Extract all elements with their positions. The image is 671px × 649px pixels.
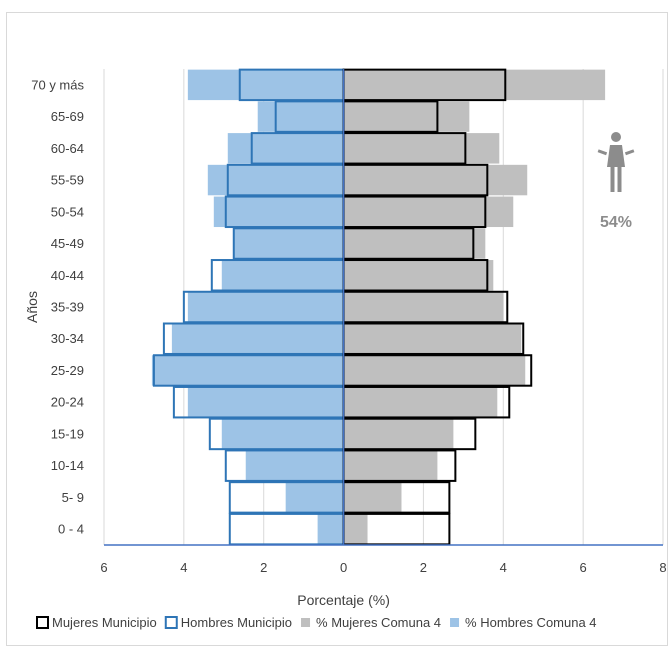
- bar-pct-hombres-comuna-4-14: [187, 69, 344, 101]
- x-axis-title: Porcentaje (%): [297, 592, 390, 608]
- bar-pct-mujeres-comuna-4-4: [343, 386, 498, 418]
- y-tick-label: 10-14: [51, 458, 84, 473]
- bar-pct-mujeres-comuna-4-14: [343, 69, 606, 101]
- x-tick-label: 8: [659, 560, 666, 575]
- legend-swatch-mujeres-municipio: [36, 616, 49, 629]
- bar-pct-hombres-comuna-4-2: [245, 450, 344, 481]
- bar-pct-hombres-comuna-4-12: [227, 133, 344, 164]
- bar-pct-hombres-comuna-4-0: [317, 513, 344, 545]
- bars: [151, 68, 606, 546]
- y-tick-label: 60-64: [51, 141, 84, 156]
- y-tick-label: 35-39: [51, 300, 84, 315]
- x-tick-labels: 6 4 2 0 2 4 6 8: [100, 560, 666, 575]
- x-tick-label: 6: [100, 560, 107, 575]
- legend: Mujeres Municipio Hombres Municipio % Muje…: [36, 615, 597, 630]
- bar-pct-mujeres-comuna-4-9: [343, 228, 486, 259]
- y-tick-label: 30-34: [51, 331, 84, 346]
- y-tick-label: 15-19: [51, 426, 84, 441]
- women-percentage: 54%: [600, 214, 632, 231]
- legend-label-pct-hombres-comuna-4: % Hombres Comuna 4: [465, 615, 597, 630]
- x-tick-label: 6: [580, 560, 587, 575]
- x-tick-label: 0: [340, 560, 347, 575]
- x-tick-label: 2: [260, 560, 267, 575]
- bar-pct-mujeres-comuna-4-12: [343, 133, 500, 164]
- legend-label-hombres-municipio: Hombres Municipio: [181, 615, 292, 630]
- bar-pct-hombres-comuna-4-4: [187, 386, 344, 418]
- bar-pct-mujeres-comuna-4-0: [343, 513, 368, 545]
- bar-pct-hombres-comuna-4-11: [207, 164, 344, 196]
- legend-label-mujeres-municipio: Mujeres Municipio: [52, 615, 157, 630]
- bar-pct-hombres-comuna-4-5: [151, 355, 344, 386]
- y-tick-label: 0 - 4: [58, 522, 84, 537]
- y-tick-label: 25-29: [51, 363, 84, 378]
- y-tick-label: 55-59: [51, 173, 84, 188]
- legend-swatch-pct-mujeres-comuna-4: [301, 618, 311, 627]
- bar-pct-mujeres-comuna-4-1: [343, 482, 402, 513]
- y-tick-label: 45-49: [51, 236, 84, 251]
- bar-pct-hombres-comuna-4-3: [221, 418, 344, 450]
- y-axis-title: Años: [24, 291, 40, 323]
- x-tick-label: 4: [500, 560, 507, 575]
- bar-pct-hombres-comuna-4-7: [187, 291, 344, 323]
- y-tick-labels: 0 - 4 5- 9 10-14 15-19 20-24 25-29 30-34 35-39 4…: [31, 77, 84, 536]
- bar-pct-hombres-comuna-4-1: [285, 482, 344, 513]
- legend-label-pct-mujeres-comuna-4: % Mujeres Comuna 4: [316, 615, 441, 630]
- bar-pct-mujeres-comuna-4-7: [343, 291, 504, 323]
- bar-pct-mujeres-comuna-4-11: [343, 164, 528, 196]
- bar-pct-hombres-comuna-4-10: [213, 196, 344, 228]
- bar-pct-mujeres-comuna-4-5: [343, 355, 526, 386]
- legend-swatch-pct-hombres-comuna-4: [450, 618, 460, 627]
- bar-pct-mujeres-comuna-4-3: [343, 418, 454, 450]
- bar-pct-hombres-comuna-4-13: [257, 101, 344, 132]
- bar-pct-hombres-comuna-4-8: [221, 260, 344, 291]
- y-tick-label: 5- 9: [62, 490, 84, 505]
- legend-swatch-hombres-municipio: [164, 616, 178, 629]
- woman-icon: [597, 132, 635, 192]
- y-tick-label: 20-24: [51, 395, 84, 410]
- bar-pct-hombres-comuna-4-9: [233, 228, 344, 259]
- bar-pct-hombres-comuna-4-6: [171, 323, 344, 354]
- y-tick-label: 70 y más: [31, 77, 84, 92]
- x-tick-label: 2: [420, 560, 427, 575]
- bar-pct-mujeres-comuna-4-6: [343, 323, 522, 354]
- x-tick-label: 4: [180, 560, 187, 575]
- bar-pct-mujeres-comuna-4-8: [343, 260, 494, 291]
- bar-pct-mujeres-comuna-4-10: [343, 196, 514, 228]
- bar-pct-mujeres-comuna-4-13: [343, 101, 470, 132]
- y-tick-label: 50-54: [51, 204, 84, 219]
- y-tick-label: 40-44: [51, 268, 84, 283]
- bar-pct-mujeres-comuna-4-2: [343, 450, 438, 481]
- y-tick-label: 65-69: [51, 109, 84, 124]
